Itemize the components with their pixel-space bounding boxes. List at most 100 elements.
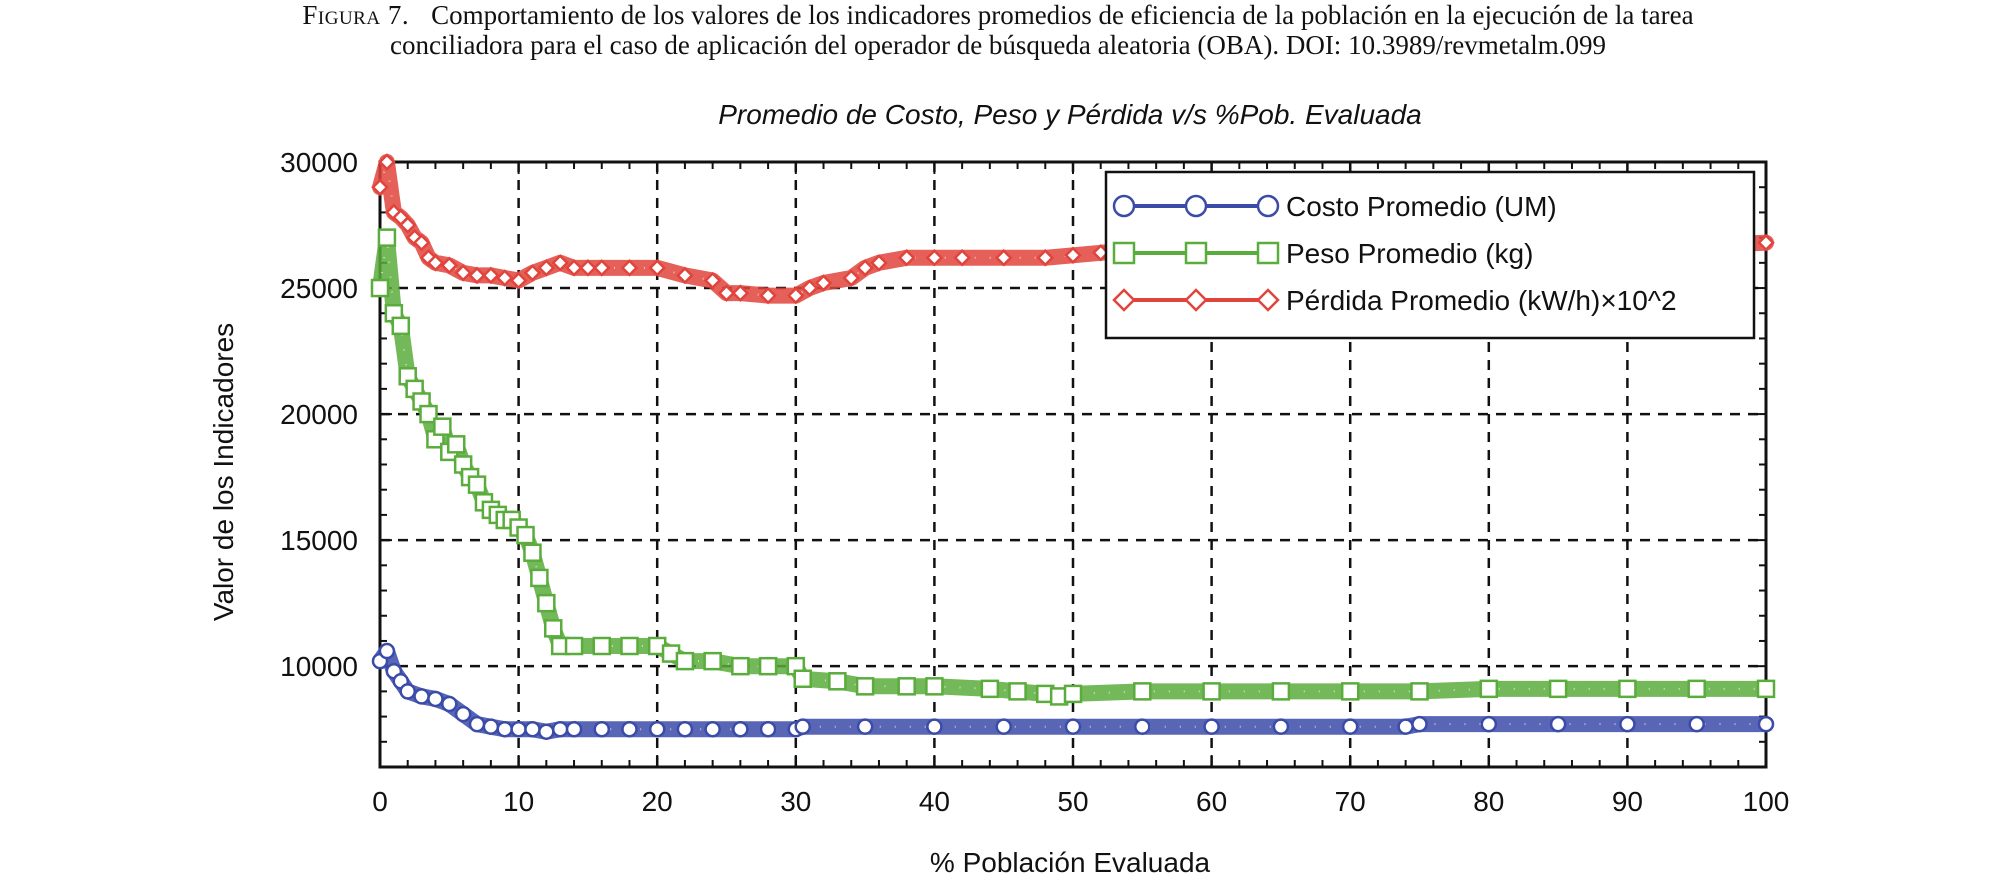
x-tick-label-30: 30 [780, 786, 811, 817]
series-1-point [1202, 682, 1221, 701]
y-tick-label-20000: 20000 [280, 399, 358, 430]
series-2-point [579, 259, 597, 277]
series-0-point [759, 720, 777, 738]
caption-line-2: conciliadora para el caso de aplicación … [389, 30, 1607, 60]
series-1-point [592, 636, 612, 656]
series-0-point [1341, 718, 1359, 735]
series-2-point [870, 254, 888, 272]
series-1-point [467, 475, 487, 494]
legend-marker-0 [1256, 194, 1280, 218]
series-0-point [648, 720, 666, 738]
series-2-point [468, 266, 486, 285]
series-0-point [468, 715, 486, 733]
figure-caption: Figura 7. Comportamiento de los valores d… [0, 0, 1996, 60]
series-0-point [1411, 715, 1428, 733]
series-1-point [564, 636, 584, 656]
series-0-point [1064, 718, 1082, 735]
series-2-point [1757, 233, 1775, 252]
series-0-point [1397, 718, 1414, 735]
series-1-point [1340, 682, 1360, 701]
series-1-point [925, 677, 944, 696]
x-tick-label-20: 20 [642, 786, 673, 817]
series-2-point [426, 254, 445, 272]
series-2-point [856, 259, 874, 277]
legend-marker-2 [1112, 288, 1136, 312]
series-2-point [676, 266, 694, 285]
series-0-point [995, 718, 1012, 735]
series-0-point [1549, 715, 1567, 733]
x-tick-label-50: 50 [1057, 786, 1088, 817]
series-1-point [703, 651, 722, 671]
series-2-point [592, 259, 611, 277]
series-2-point [482, 266, 500, 285]
series-1 [370, 228, 1776, 706]
chart-title: Promedio de Costo, Peso y Pérdida v/s %P… [718, 99, 1422, 130]
series-0-point [676, 720, 694, 738]
legend-label-0: Costo Promedio (UM) [1286, 191, 1557, 222]
legend-marker-1 [1112, 241, 1136, 265]
series-1-point [516, 525, 535, 545]
series-1-point [544, 619, 563, 638]
x-tick-label-60: 60 [1196, 786, 1227, 817]
series-0-point [510, 720, 527, 738]
series-0-point [378, 642, 396, 660]
series-2-point [703, 271, 722, 290]
series-0-point [524, 720, 541, 738]
series-0-point [538, 723, 555, 740]
series-2-point [412, 233, 431, 252]
series-2-point [495, 269, 514, 287]
series-1-point [1410, 682, 1429, 701]
series-2-point [398, 216, 417, 234]
series-0 [371, 642, 1775, 740]
series-1-point [1063, 684, 1083, 704]
series-1-point [370, 278, 390, 298]
series-2-point [648, 259, 666, 277]
legend-label-2: Pérdida Promedio (kW/h)×10^2 [1286, 285, 1677, 316]
series-2-point [523, 264, 542, 282]
legend-marker-0 [1112, 194, 1136, 218]
series-0-point [1757, 715, 1775, 733]
series-2-point [842, 269, 861, 287]
legend-entry-1: Peso Promedio (kg) [1112, 238, 1533, 269]
series-1-point [433, 417, 452, 436]
series-0-point [454, 705, 472, 723]
series-0-point [1688, 715, 1705, 733]
legend-label-1: Peso Promedio (kg) [1286, 238, 1533, 269]
x-axis-label: % Población Evaluada [930, 847, 1211, 878]
caption-line-1-text: Comportamiento de los valores de los ind… [431, 0, 1694, 30]
series-1-point [980, 679, 1000, 699]
series-1-point [1687, 679, 1706, 699]
y-tick-label-15000: 15000 [280, 525, 358, 556]
series-1-point [620, 636, 639, 656]
x-tick-label-70: 70 [1335, 786, 1366, 817]
series-1-point [537, 593, 556, 613]
series-0-point [427, 690, 444, 708]
series-1-point [675, 651, 695, 671]
series-2-point [994, 249, 1013, 267]
series-0-point [1203, 718, 1220, 735]
series-0-point [856, 718, 874, 735]
series-1-point [1618, 679, 1637, 699]
series-1-point [1756, 679, 1776, 699]
series-0-point [1619, 715, 1636, 733]
series-0-point [704, 720, 721, 738]
legend: Costo Promedio (UM) Peso Promedio (kg) Pér… [1104, 170, 1756, 340]
legend-marker-1 [1256, 241, 1280, 265]
series-0-point [1272, 718, 1290, 735]
series-1-point [1008, 682, 1027, 701]
caption-line-1: Figura 7. Comportamiento de los valores d… [0, 0, 1996, 30]
series-1-point [419, 404, 438, 424]
series-2-point [925, 249, 944, 267]
series-1-point [1479, 679, 1499, 699]
x-tick-label-80: 80 [1473, 786, 1504, 817]
series-0-point [565, 720, 583, 738]
series-1-point [828, 672, 847, 691]
caption-figure-label: Figura 7. [302, 0, 410, 30]
x-tick-label-10: 10 [503, 786, 534, 817]
series-2-point [1064, 246, 1082, 265]
legend-entry-2: Pérdida Promedio (kW/h)×10^2 [1112, 285, 1677, 316]
x-tick-label-40: 40 [919, 786, 950, 817]
series-1-point [1548, 679, 1568, 699]
series-0-point [732, 720, 749, 738]
series-0-point [794, 718, 811, 735]
